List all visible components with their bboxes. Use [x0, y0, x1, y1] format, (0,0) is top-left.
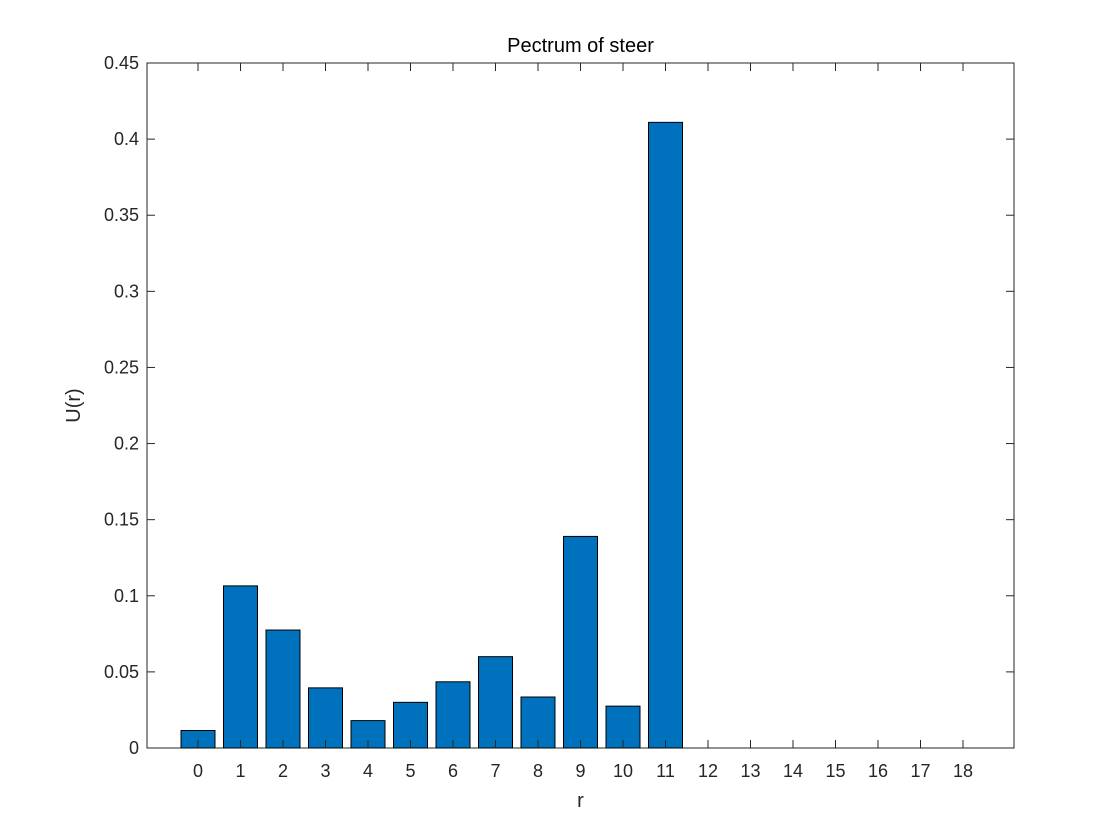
x-tick-label: 13 — [740, 761, 760, 781]
x-tick-label: 7 — [490, 761, 500, 781]
x-tick-label: 15 — [825, 761, 845, 781]
y-tick-label: 0.2 — [114, 434, 139, 454]
x-tick-label: 16 — [868, 761, 888, 781]
x-tick-label: 6 — [448, 761, 458, 781]
x-tick-label: 11 — [656, 761, 675, 781]
bar-6 — [435, 681, 471, 749]
y-axis-label: U(r) — [63, 388, 85, 422]
x-tick-label: 4 — [363, 761, 373, 781]
y-tick-label: 0.1 — [114, 586, 139, 606]
x-tick-label: 8 — [533, 761, 543, 781]
bar-1 — [223, 585, 258, 749]
x-axis-label: r — [577, 790, 584, 812]
bar-11 — [648, 121, 683, 749]
bar-2 — [265, 629, 301, 749]
x-tick-label: 17 — [910, 761, 930, 781]
bars-layer — [180, 121, 683, 749]
y-tick-label: 0.3 — [114, 281, 139, 301]
y-tick-label: 0.35 — [104, 205, 139, 225]
x-tick-label: 9 — [575, 761, 585, 781]
y-tick-label: 0.25 — [104, 357, 139, 377]
y-tick-label: 0.4 — [114, 129, 139, 149]
y-tick-label: 0.45 — [104, 53, 139, 73]
x-tick-label: 10 — [613, 761, 633, 781]
ticks-layer: 0 1 2 3 4 5 6 7 8 9 10 11 12 13 14 15 16 17 1800.050.10.15… — [104, 53, 1014, 781]
bar-9 — [563, 535, 598, 749]
x-tick-label: 12 — [698, 761, 718, 781]
y-tick-label: 0.05 — [104, 662, 139, 682]
bar-7 — [478, 656, 513, 749]
x-tick-label: 2 — [278, 761, 288, 781]
x-tick-label: 18 — [953, 761, 973, 781]
y-tick-label: 0 — [129, 738, 139, 758]
x-tick-label: 1 — [235, 761, 245, 781]
x-tick-label: 3 — [320, 761, 330, 781]
chart-title: Pectrum of steer — [507, 35, 654, 57]
x-tick-label: 14 — [783, 761, 803, 781]
x-tick-label: 0 — [193, 761, 203, 781]
bar-3 — [308, 687, 343, 749]
y-tick-label: 0.15 — [104, 510, 139, 530]
bar-8 — [520, 696, 556, 749]
x-tick-label: 5 — [405, 761, 415, 781]
